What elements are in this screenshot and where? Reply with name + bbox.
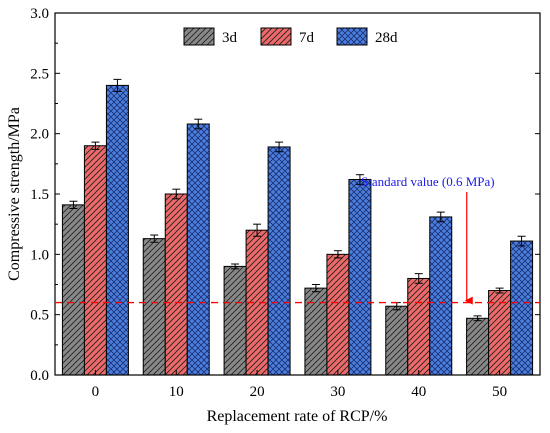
legend-label-28d: 28d	[375, 30, 398, 46]
x-axis: 0 10 20 30 40 50	[92, 370, 507, 400]
bar-3d-50	[466, 317, 490, 376]
y-tick-label: 2.5	[30, 66, 49, 82]
y-tick-label: 1.5	[30, 187, 49, 203]
bar-28d-20	[267, 146, 291, 376]
legend-swatch-3d	[183, 27, 215, 46]
y-axis: 0.0 0.5 1.0 1.5 2.0 2.5 3.0	[30, 6, 540, 384]
bar-28d-30	[348, 179, 372, 376]
legend-swatch-28d	[336, 27, 368, 46]
legend-label-7d: 7d	[299, 30, 315, 46]
bar-3d-40	[385, 305, 409, 376]
x-tick-label: 10	[169, 384, 184, 400]
bar-3d-10	[142, 238, 166, 376]
plot-area	[61, 78, 534, 376]
x-tick-label: 50	[492, 384, 507, 400]
legend-swatch-7d	[260, 27, 292, 46]
legend-label-3d: 3d	[222, 30, 238, 46]
bar-7d-40	[407, 277, 431, 376]
x-tick-label: 20	[250, 384, 265, 400]
bar-3d-20	[223, 265, 247, 376]
bar-3d-0	[61, 204, 85, 376]
y-tick-label: 1.0	[30, 247, 49, 263]
bar-7d-0	[83, 145, 107, 376]
bar-28d-50	[510, 240, 534, 376]
bar-28d-0	[105, 84, 129, 376]
y-tick-label: 2.0	[30, 127, 49, 143]
legend: 3d 7d 28d	[183, 27, 398, 46]
y-tick-label: 0.0	[30, 368, 49, 384]
bar-7d-10	[164, 193, 188, 376]
x-axis-title: Replacement rate of RCP/%	[207, 408, 388, 425]
bar-3d-30	[304, 287, 328, 376]
x-tick-label: 40	[411, 384, 426, 400]
y-tick-label: 0.5	[30, 308, 49, 324]
x-tick-label: 30	[330, 384, 345, 400]
y-axis-title: Compressive strength/MPa	[6, 107, 23, 281]
bar-7d-30	[326, 253, 350, 376]
bar-28d-40	[429, 216, 453, 376]
x-tick-label: 0	[92, 384, 100, 400]
bar-28d-10	[186, 123, 210, 376]
standard-value-annotation: Standard value (0.6 MPa)	[361, 174, 495, 189]
y-tick-label: 3.0	[30, 6, 49, 22]
